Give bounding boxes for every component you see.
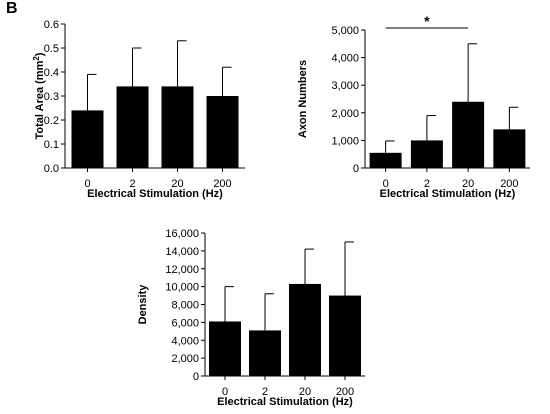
bar-20: [452, 101, 485, 168]
y-tick-label: 4,000: [331, 53, 359, 65]
x-tick-label: 200: [213, 178, 231, 190]
x-axis-title: Electrical Stimulation (Hz): [217, 396, 353, 408]
y-tick-label: 0.2: [44, 115, 59, 127]
y-tick-label: 14,000: [165, 246, 199, 258]
panel-letter: B: [6, 0, 18, 17]
y-axis-title-suffix: ): [34, 52, 46, 56]
y-tick-label: 8,000: [171, 300, 199, 312]
y-tick-label: 0: [353, 163, 359, 175]
x-tick-label: 20: [171, 178, 183, 190]
y-tick-label: 5,000: [331, 25, 359, 37]
y-axis-title: Density: [137, 284, 149, 325]
bar-200: [493, 129, 526, 168]
bar-2: [116, 86, 149, 168]
x-tick-label: 20: [299, 386, 311, 398]
x-tick-label: 2: [129, 178, 135, 190]
y-tick-label: 0.0: [44, 163, 59, 175]
y-tick-label: 3,000: [331, 80, 359, 92]
significance-star: *: [424, 13, 430, 29]
x-tick-label: 2: [424, 178, 430, 190]
bar-200: [206, 96, 239, 168]
bar-2: [410, 140, 443, 168]
x-tick-label: 200: [500, 178, 518, 190]
x-tick-label: 0: [383, 178, 389, 190]
x-tick-label: 2: [262, 386, 268, 398]
bar-200: [329, 295, 361, 376]
y-axis-title-text: Total Area (mm: [34, 60, 46, 139]
y-tick-label: 2,000: [331, 108, 359, 120]
x-axis-title: Electrical Stimulation (Hz): [87, 188, 223, 200]
y-tick-label: 0.6: [44, 19, 59, 31]
x-tick-label: 0: [84, 178, 90, 190]
y-tick-label: 0.3: [44, 91, 59, 103]
y-axis-title: Total Area (mm2): [32, 52, 46, 139]
y-tick-label: 1,000: [331, 135, 359, 147]
y-tick-label: 0: [193, 371, 199, 383]
y-axis-title: Axon Numbers: [297, 60, 309, 138]
x-axis-title: Electrical Stimulation (Hz): [380, 188, 516, 200]
chart-axon-numbers: 0 1,000 2,000 3,000 4,000 5,000 0 2 20 200Electri…: [297, 13, 530, 200]
y-axis-title-superscript: 2: [32, 56, 41, 61]
y-tick-label: 12,000: [165, 264, 199, 276]
x-tick-label: 0: [222, 386, 228, 398]
bar-0: [71, 110, 104, 168]
y-tick-label: 0.5: [44, 43, 59, 55]
bar-0: [369, 152, 402, 168]
bar-20: [289, 283, 321, 376]
chart-density: 0 2,000 4,000 6,000 8,000 10,000 12,000 14,000 1…: [137, 228, 365, 408]
y-tick-label: 2,000: [171, 353, 199, 365]
x-tick-label: 200: [336, 386, 354, 398]
y-tick-label: 4,000: [171, 335, 199, 347]
bar-2: [249, 330, 281, 376]
y-tick-label: 16,000: [165, 228, 199, 240]
bar-20: [161, 86, 194, 168]
y-tick-label: 6,000: [171, 317, 199, 329]
y-axis-title-text: Density: [137, 284, 149, 325]
y-tick-label: 10,000: [165, 282, 199, 294]
y-tick-label: 0.1: [44, 139, 59, 151]
y-tick-label: 0.4: [44, 67, 59, 79]
y-axis-title-text: Axon Numbers: [297, 60, 309, 138]
bar-0: [209, 321, 241, 376]
x-tick-label: 20: [462, 178, 474, 190]
